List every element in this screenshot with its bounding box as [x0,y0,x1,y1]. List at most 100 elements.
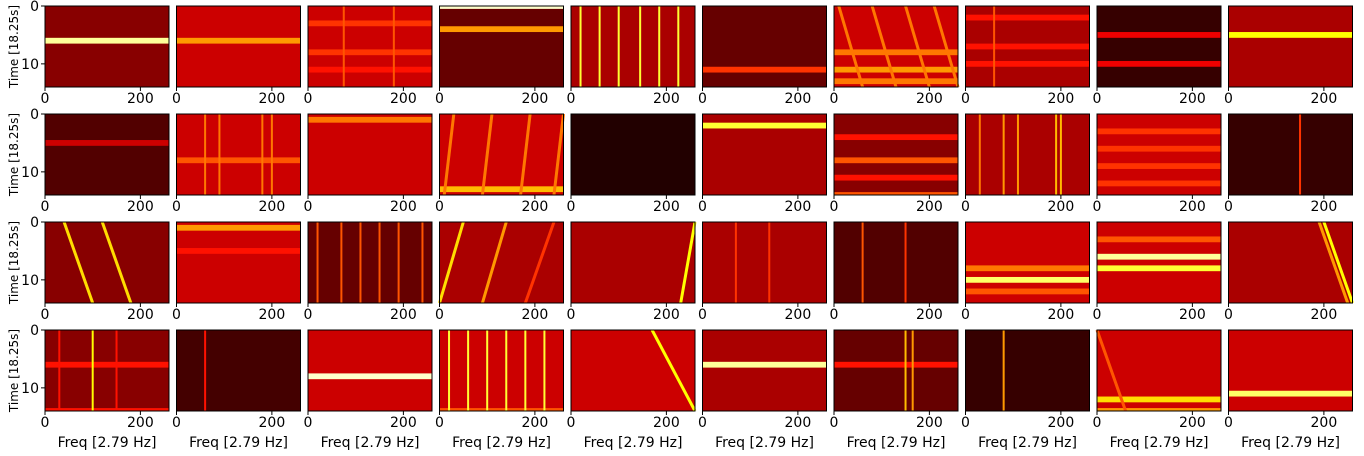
x-tick-label: 0 [698,307,707,323]
horizontal-band [1097,145,1221,152]
axes-frame [439,329,564,412]
heatmap-background [176,6,301,87]
panel: 0 200 [567,113,696,215]
vertical-line [204,114,207,195]
panel: 0 200 [435,221,564,323]
axes-frame [1096,221,1222,304]
x-tick-label: 0 [1224,91,1233,107]
y-tick-label: 0 [30,323,39,339]
vertical-line [316,222,319,303]
horizontal-band [834,134,958,141]
heatmap-background [1097,6,1221,87]
x-tick-label: 200 [1311,307,1338,323]
diagonal-line [932,5,960,88]
vertical-line [467,330,470,411]
panel: 0 200 [698,221,827,323]
panel: 0 200 [961,221,1090,323]
x-tick-label: 0 [567,415,576,431]
x-tick-label: 200 [916,307,943,323]
x-tick-label: 0 [304,415,313,431]
x-tick-label: 0 [41,415,50,431]
vertical-line [978,114,981,195]
y-tick-label: 0 [30,107,39,123]
vertical-line [486,330,489,411]
horizontal-band [308,49,432,56]
x-axis-label: Freq [2.79 Hz] [978,435,1077,451]
horizontal-band [702,66,827,73]
x-tick-label: 0 [567,199,576,215]
x-tick-label: 200 [785,91,812,107]
horizontal-band [1097,180,1221,187]
horizontal-band [1097,32,1221,38]
x-axis-label: Freq [2.79 Hz] [452,435,551,451]
heatmap-background [571,330,695,411]
horizontal-band [439,408,564,411]
x-tick-label: 200 [785,199,812,215]
diagonal-line [480,113,494,196]
x-axis-label: Freq [2.79 Hz] [847,435,946,451]
x-tick-label: 0 [961,91,970,107]
vertical-line [421,222,424,303]
vertical-line [392,6,395,87]
panel: 0 200 [830,221,959,323]
y-tick-label: 0 [30,0,39,15]
vertical-line [340,222,343,303]
panel: 0 200 [1224,5,1353,107]
x-tick-label: 0 [698,91,707,107]
axes-frame [1228,5,1353,88]
panel: 0 200 Freq [2.79 Hz] [304,329,433,451]
diagonal-line [837,5,865,88]
y-tick-label: 0 [30,215,39,231]
diagonal-line [438,221,465,304]
x-tick-label: 200 [127,415,154,431]
panel: 0 200 Freq [2.79 Hz] [698,329,827,451]
horizontal-band [176,224,301,231]
horizontal-band [439,6,564,9]
vertical-line [448,330,451,411]
heatmap-background [308,330,432,411]
x-tick-label: 0 [1224,199,1233,215]
horizontal-band [965,14,1090,21]
axes-frame [570,329,696,412]
diagonal-line [870,5,898,88]
heatmap-background [965,330,1090,411]
x-tick-label: 0 [172,307,181,323]
horizontal-band [965,60,1090,67]
axes-frame [570,221,696,304]
heatmap-background [1228,6,1353,87]
x-tick-label: 0 [567,307,576,323]
horizontal-band [1097,236,1221,243]
vertical-line [861,222,864,303]
x-tick-label: 0 [304,199,313,215]
x-tick-label: 0 [961,199,970,215]
diagonal-line [1322,221,1354,304]
axes-frame [833,5,959,88]
horizontal-band [45,408,169,411]
y-axis-label: Time [18.25s] [7,113,21,197]
vertical-line [1016,114,1019,195]
axes-frame [176,113,301,196]
heatmap-background [571,222,695,303]
panel: 0 200 [435,5,564,107]
horizontal-band [702,122,827,129]
axes-frame [44,221,170,304]
horizontal-band [834,192,958,195]
horizontal-band [439,26,564,33]
heatmap-background [1228,114,1353,195]
vertical-line [677,6,680,87]
panel: 0 200 [172,221,301,323]
x-tick-label: 200 [1048,415,1075,431]
axes-frame [833,221,959,304]
x-tick-label: 200 [127,307,154,323]
horizontal-band [176,157,301,164]
axes-frame [833,329,959,412]
diagonal-line [650,329,697,412]
vertical-line [598,6,601,87]
x-tick-label: 200 [1048,307,1075,323]
axes-frame [702,221,827,304]
x-tick-label: 0 [830,415,839,431]
diagonal-line [519,113,532,196]
horizontal-band [834,66,958,73]
